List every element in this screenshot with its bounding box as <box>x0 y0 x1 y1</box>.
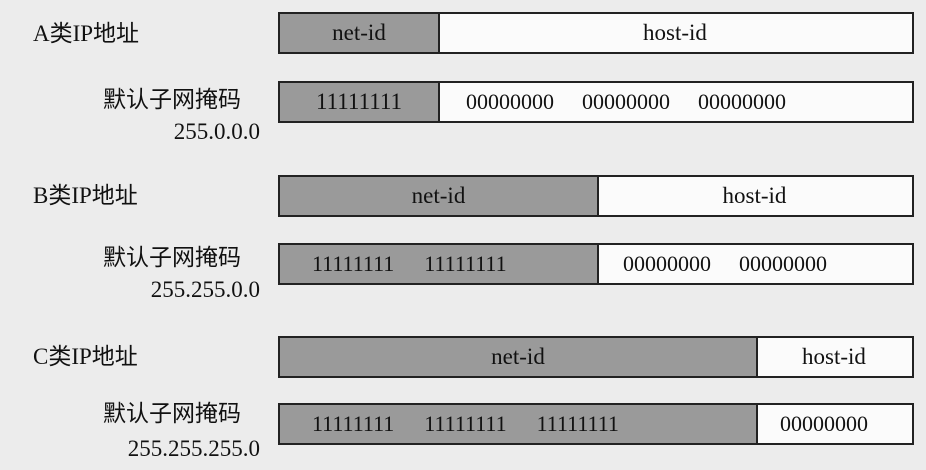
class-c-mask-label: 默认子网掩码 <box>103 401 241 426</box>
class-a-mask-octet-1: 11111111 <box>315 89 403 114</box>
class-a-net-id: net-id <box>280 14 440 52</box>
class-b-mask-octet-4: 00000000 <box>739 251 827 276</box>
class-b-title: B类IP地址 <box>33 183 138 208</box>
class-b-mask-octet-3: 00000000 <box>623 251 711 276</box>
class-c-mask-octet-2: 11111111 <box>424 411 507 436</box>
class-c-mask-octet-3: 11111111 <box>536 411 619 436</box>
class-b-mask-label: 默认子网掩码 <box>103 245 241 270</box>
class-a-title: A类IP地址 <box>33 21 140 46</box>
class-b-address-bar: net-id host-id <box>278 175 914 217</box>
class-a-mask-octet-3: 00000000 <box>582 89 670 114</box>
class-b-host-id: host-id <box>722 183 787 208</box>
class-a-mask-octet-4: 00000000 <box>698 89 786 114</box>
class-a-mask-label: 默认子网掩码 <box>103 87 241 112</box>
class-c-mask-value: 255.255.255.0 <box>127 436 260 461</box>
class-b-mask-net: 11111111 11111111 <box>280 245 599 283</box>
class-b-net-id: net-id <box>280 177 599 215</box>
class-c-mask-net: 11111111 11111111 11111111 <box>280 405 758 443</box>
class-c-mask-host: 00000000 <box>756 405 912 443</box>
class-c-title: C类IP地址 <box>33 344 138 369</box>
class-a-mask-bar: 11111111 00000000 00000000 00000000 <box>278 81 914 123</box>
class-a-mask-value: 255.0.0.0 <box>173 119 260 144</box>
class-c-net-id: net-id <box>280 338 758 376</box>
class-a-mask-net: 11111111 <box>280 83 440 121</box>
class-a-address-bar: net-id host-id <box>278 12 914 54</box>
class-b-mask-octet-2: 11111111 <box>424 251 507 276</box>
class-b-mask-value: 255.255.0.0 <box>150 277 260 302</box>
class-c-host-id: host-id <box>802 344 866 369</box>
class-b-mask-octet-1: 11111111 <box>312 251 395 276</box>
class-a-mask-octet-2: 00000000 <box>466 89 554 114</box>
class-c-mask-bar: 11111111 11111111 11111111 00000000 <box>278 403 914 445</box>
class-b-mask-host: 00000000 00000000 <box>597 245 912 283</box>
class-a-host-id: host-id <box>643 20 707 45</box>
class-c-address-bar: net-id host-id <box>278 336 914 378</box>
class-c-mask-octet-4: 00000000 <box>780 411 868 436</box>
class-c-mask-octet-1: 11111111 <box>312 411 395 436</box>
class-b-mask-bar: 11111111 11111111 00000000 00000000 <box>278 243 914 285</box>
class-a-mask-host: 00000000 00000000 00000000 <box>450 83 912 121</box>
